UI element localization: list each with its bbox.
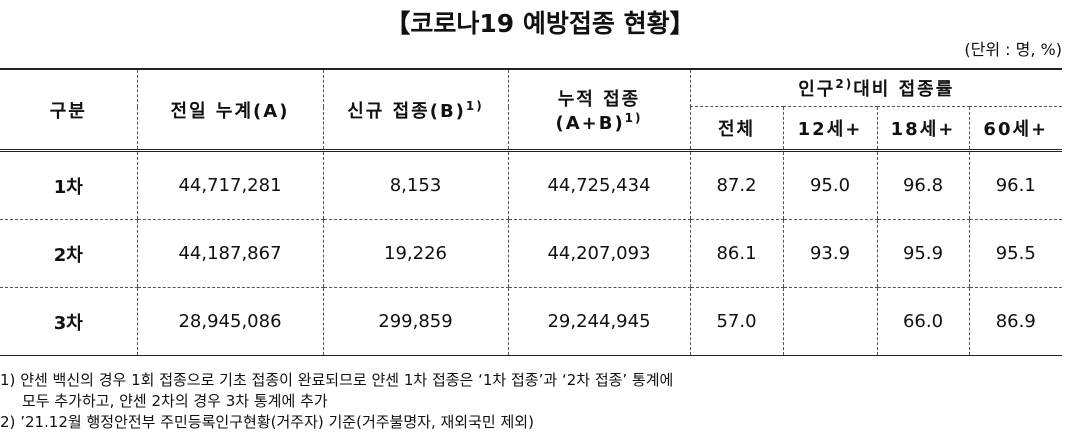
table-cell: 87.2: [689, 150, 783, 220]
superscript: 1): [465, 98, 484, 113]
subheader-cell: 전체: [689, 106, 783, 152]
table: 구분 전일 누계(A) 신규 접종(B)1) 누적 접종 (A+B)1) 인구2)…: [0, 68, 1063, 356]
table-cell: 2차: [0, 219, 137, 288]
footnote-mark: 1): [0, 371, 16, 389]
footnote-text: 모두 추가하고, 얀센 2차의 경우 3차 통계에 추가: [22, 392, 328, 410]
header-text: (A+B): [555, 113, 625, 134]
table-cell: 93.9: [782, 219, 877, 288]
header-cell: 구분: [0, 68, 137, 152]
table-cell: 8,153: [322, 150, 508, 220]
table-cell: 28,945,086: [136, 287, 323, 356]
header-text: 구분: [49, 100, 87, 122]
subheader-cell: 18세+: [876, 106, 969, 152]
header-cell: 인구2)대비 접종률: [689, 68, 1063, 107]
subheader-cell: 12세+: [782, 106, 877, 152]
header-cell: 신규 접종(B)1): [322, 68, 508, 152]
header-text: 인구: [798, 79, 836, 100]
table-cell: 95.9: [876, 219, 969, 288]
table-row: 3차 28,945,086 299,859 29,244,945 57.0 66.0 86.…: [0, 287, 1063, 356]
header-text: 신규 접종(B): [347, 100, 466, 122]
table-row: 2차 44,187,867 19,226 44,207,093 86.1 93.9 95.9…: [0, 219, 1063, 288]
table-cell: 19,226: [322, 219, 508, 288]
table-cell: 57.0: [689, 287, 783, 356]
header-text: 누적 접종: [557, 89, 641, 110]
header-text: 대비 접종률: [853, 79, 955, 100]
table-cell: 44,725,434: [507, 150, 690, 220]
table-cell: 3차: [0, 287, 137, 356]
table-cell: 96.1: [968, 150, 1063, 220]
footnote-line: 2) ’21.12월 행정안전부 주민등록인구현황(거주자) 기준(거주불명자,…: [0, 412, 673, 433]
table-cell: 95.0: [782, 150, 877, 220]
header-text: 전일 누계(A): [170, 100, 290, 122]
table-cell: 86.1: [689, 219, 783, 288]
footnote-text: ’21.12월 행정안전부 주민등록인구현황(거주자) 기준(거주불명자, 재외…: [20, 413, 534, 431]
footnote-line: 1) 얀센 백신의 경우 1회 접종으로 기초 접종이 완료되므로 얀센 1차 …: [0, 370, 673, 391]
table-cell: 29,244,945: [507, 287, 690, 356]
table-row: 1차 44,717,281 8,153 44,725,434 87.2 95.0 96.8 9…: [0, 150, 1063, 220]
table-cell: 1차: [0, 150, 137, 220]
superscript: 1): [624, 111, 643, 125]
footnotes: 1) 얀센 백신의 경우 1회 접종으로 기초 접종이 완료되므로 얀센 1차 …: [0, 370, 673, 433]
footnote-mark: 2): [0, 413, 16, 431]
footnote-text: 얀센 백신의 경우 1회 접종으로 기초 접종이 완료되므로 얀센 1차 접종은…: [20, 371, 674, 389]
superscript: 2): [835, 77, 854, 91]
table-cell: 44,207,093: [507, 219, 690, 288]
table-cell: 86.9: [968, 287, 1063, 356]
table-cell: 66.0: [876, 287, 969, 356]
subheader-cell: 60세+: [968, 106, 1063, 152]
table-cell: [782, 287, 877, 356]
table-cell: 299,859: [322, 287, 508, 356]
footnote-line: 모두 추가하고, 얀센 2차의 경우 3차 통계에 추가: [0, 391, 673, 412]
title: 【코로나19 예방접종 현황】: [385, 9, 695, 38]
table-cell: 44,717,281: [136, 150, 323, 220]
table-cell: 44,187,867: [136, 219, 323, 288]
table-cell: 96.8: [876, 150, 969, 220]
table-cell: 95.5: [968, 219, 1063, 288]
header-cell: 전일 누계(A): [136, 68, 323, 152]
unit: (단위 : 명, %): [964, 40, 1062, 59]
header-cell: 누적 접종 (A+B)1): [507, 68, 690, 152]
